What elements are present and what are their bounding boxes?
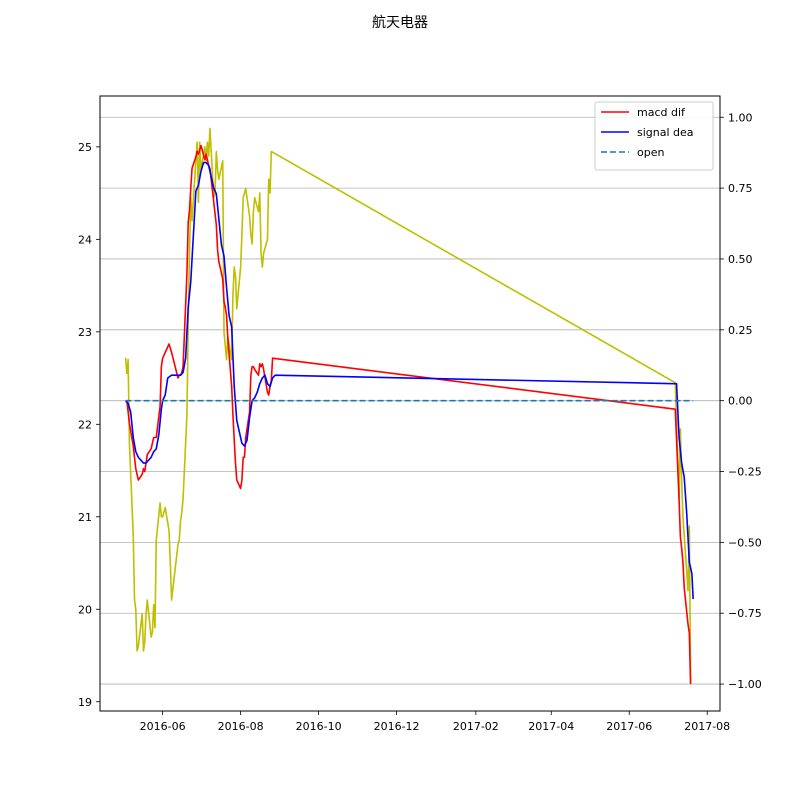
chart-title: 航天电器: [372, 15, 428, 31]
series-line-dif: [126, 144, 692, 685]
left-y-axis: 19 20 21 22 23 24 25: [78, 141, 100, 709]
x-tick-label: 2016-06: [140, 720, 186, 733]
legend: macd dif signal dea open: [594, 101, 714, 171]
x-tick-label: 2017-08: [684, 720, 730, 733]
left-tick-label: 21: [78, 511, 92, 524]
legend-label-dea: signal dea: [637, 126, 694, 139]
x-tick-label: 2017-02: [453, 720, 499, 733]
right-tick-label: −0.25: [728, 466, 762, 479]
x-tick-label: 2016-10: [296, 720, 342, 733]
series-line-price: [124, 127, 692, 684]
plot-frame: [99, 95, 721, 712]
right-tick-label: −1.00: [728, 678, 762, 691]
left-tick-label: 25: [78, 141, 92, 154]
left-tick-label: 24: [78, 233, 92, 246]
left-tick-label: 22: [78, 418, 92, 431]
right-tick-label: 0.50: [728, 253, 753, 266]
series-layer: [124, 127, 694, 685]
legend-label-open: open: [637, 146, 664, 159]
grid-lines: [100, 116, 720, 685]
x-tick-label: 2017-06: [606, 720, 652, 733]
right-tick-label: 0.25: [728, 324, 753, 337]
legend-box: [594, 101, 714, 171]
right-tick-label: 0.75: [728, 182, 753, 195]
x-tick-label: 2017-04: [528, 720, 574, 733]
series-line-dea: [124, 161, 694, 600]
right-tick-label: 0.00: [728, 395, 753, 408]
legend-label-dif: macd dif: [637, 106, 686, 119]
x-tick-label: 2016-12: [374, 720, 420, 733]
right-tick-label: 1.00: [728, 111, 753, 124]
right-tick-label: −0.75: [728, 607, 762, 620]
x-axis: 2016-06 2016-08 2016-10 2016-12 2017-02 2017-…: [140, 711, 730, 733]
x-tick-label: 2016-08: [218, 720, 264, 733]
left-tick-label: 23: [78, 326, 92, 339]
right-y-axis: −1.00 −0.75 −0.50 −0.25 0.00 0.25 0.50 0.75 1.00: [720, 111, 762, 691]
left-tick-label: 20: [78, 603, 92, 616]
left-tick-label: 19: [78, 696, 92, 709]
right-tick-label: −0.50: [728, 536, 762, 549]
